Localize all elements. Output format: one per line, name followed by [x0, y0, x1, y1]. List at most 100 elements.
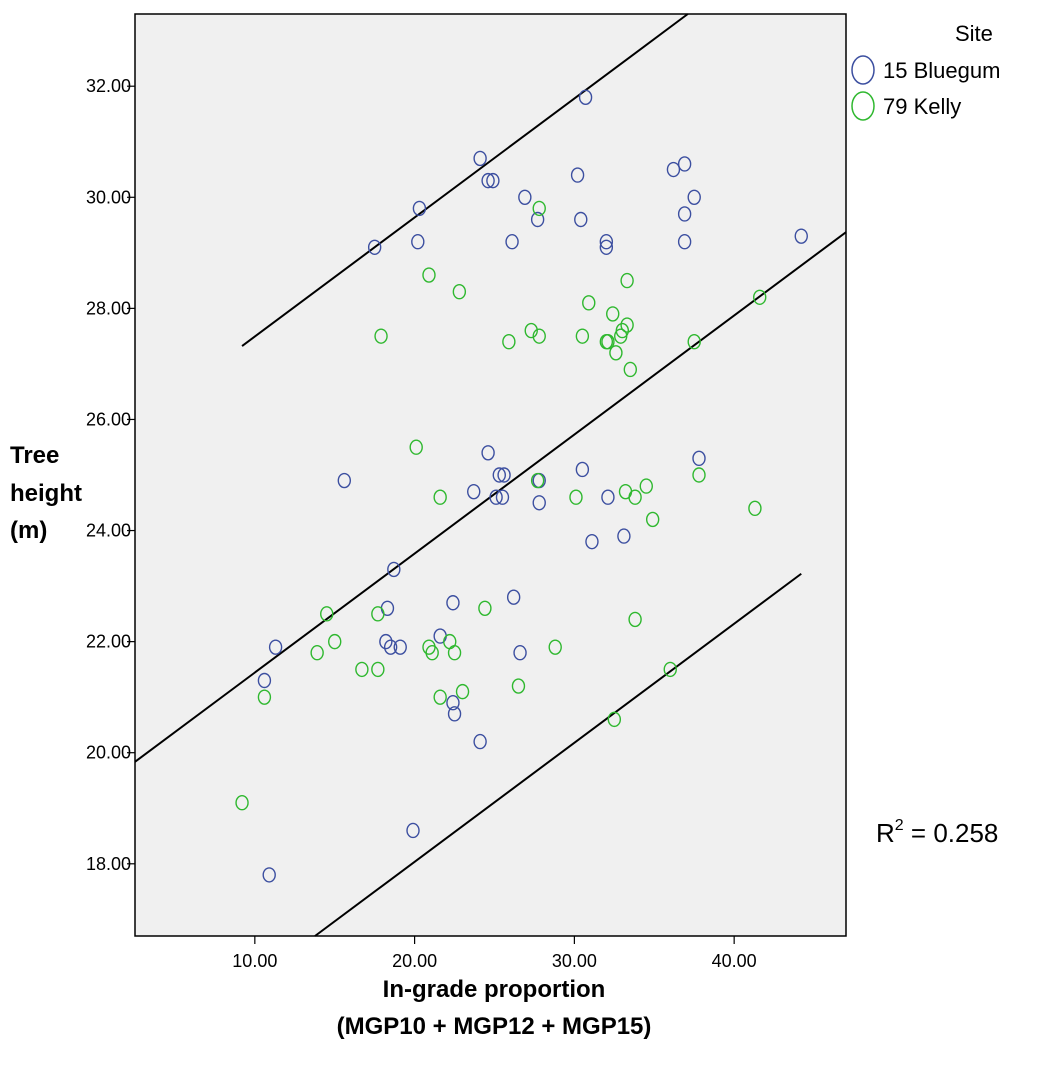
- point-79-kelly: [433, 489, 447, 505]
- point-15-bluegum: [677, 206, 692, 222]
- point-15-bluegum: [383, 639, 398, 655]
- point-15-bluegum: [481, 445, 495, 461]
- point-79-kelly: [530, 472, 545, 489]
- point-15-bluegum: [387, 561, 401, 578]
- point-15-bluegum: [446, 695, 460, 711]
- point-15-bluegum: [677, 156, 692, 172]
- point-79-kelly: [310, 645, 324, 661]
- point-15-bluegum: [794, 228, 808, 244]
- point-15-bluegum: [532, 495, 546, 511]
- legend: Site 15 Bluegum 79 Kelly: [851, 21, 1000, 121]
- point-79-kelly: [606, 306, 620, 322]
- point-15-bluegum: [585, 533, 599, 550]
- point-79-kelly: [609, 345, 623, 361]
- point-15-bluegum: [257, 672, 272, 689]
- plot-area: [134, 13, 847, 937]
- point-79-kelly: [371, 661, 385, 678]
- point-15-bluegum: [505, 234, 519, 250]
- x-tick-label: 10.00: [232, 951, 277, 971]
- point-79-kelly: [614, 328, 628, 344]
- point-79-kelly: [575, 328, 590, 344]
- point-15-bluegum: [518, 189, 532, 205]
- point-15-bluegum: [446, 595, 460, 611]
- point-79-kelly: [623, 361, 638, 378]
- point-79-kelly: [582, 295, 596, 311]
- point-15-bluegum: [489, 489, 503, 505]
- x-axis-title-line-1: In-grade proportion: [383, 976, 606, 1003]
- point-15-bluegum: [599, 234, 614, 250]
- y-tick-label: 18.00: [86, 854, 131, 874]
- point-15-bluegum: [379, 633, 393, 650]
- point-79-kelly: [532, 200, 546, 217]
- point-79-kelly: [620, 317, 634, 333]
- point-79-kelly: [455, 683, 470, 700]
- point-79-kelly: [692, 467, 706, 483]
- upper-interval-line: [241, 13, 689, 347]
- point-15-bluegum: [574, 211, 588, 228]
- y-axis-title-line-2: height: [10, 480, 82, 507]
- legend-label-kelly: 79 Kelly: [883, 94, 961, 119]
- point-79-kelly: [433, 689, 447, 705]
- point-79-kelly: [409, 439, 423, 455]
- point-15-bluegum: [601, 489, 615, 505]
- y-axis-title-line-1: Tree: [10, 442, 59, 469]
- point-15-bluegum: [687, 189, 701, 205]
- point-79-kelly: [371, 606, 385, 622]
- point-79-kelly: [663, 661, 677, 678]
- point-15-bluegum: [692, 450, 706, 467]
- legend-marker-bluegum: [851, 55, 875, 85]
- y-tick-label: 20.00: [86, 743, 131, 763]
- point-15-bluegum: [393, 639, 407, 655]
- x-tick-label: 30.00: [552, 951, 597, 971]
- point-15-bluegum: [447, 706, 462, 722]
- y-axis-title-line-3: (m): [10, 517, 47, 544]
- point-15-bluegum: [506, 589, 521, 605]
- point-15-bluegum: [268, 639, 283, 655]
- point-15-bluegum: [495, 489, 510, 505]
- point-79-kelly: [628, 489, 642, 505]
- r2-base: R: [876, 818, 895, 848]
- y-tick-label: 22.00: [86, 632, 131, 652]
- point-15-bluegum: [599, 239, 614, 255]
- point-79-kelly: [524, 322, 538, 339]
- data-points: [235, 89, 808, 883]
- legend-marker-kelly: [851, 91, 875, 121]
- point-79-kelly: [569, 489, 583, 505]
- point-79-kelly: [607, 711, 622, 728]
- point-79-kelly: [355, 661, 369, 678]
- point-79-kelly: [748, 500, 762, 517]
- point-79-kelly: [620, 272, 634, 289]
- r2-value: = 0.258: [904, 818, 999, 848]
- point-79-kelly: [374, 328, 388, 344]
- point-79-kelly: [687, 333, 701, 350]
- point-79-kelly: [422, 267, 436, 283]
- point-15-bluegum: [337, 472, 352, 489]
- point-15-bluegum: [411, 234, 425, 250]
- point-15-bluegum: [575, 461, 590, 478]
- point-15-bluegum: [617, 528, 631, 544]
- legend-label-bluegum: 15 Bluegum: [883, 58, 1000, 83]
- point-79-kelly: [511, 678, 526, 694]
- point-15-bluegum: [406, 822, 420, 839]
- r2-exponent: 2: [895, 817, 904, 834]
- point-15-bluegum: [367, 239, 382, 255]
- point-79-kelly: [753, 289, 767, 305]
- point-15-bluegum: [497, 467, 511, 483]
- y-tick-label: 28.00: [86, 298, 131, 318]
- point-15-bluegum: [530, 211, 545, 228]
- point-79-kelly: [645, 511, 660, 528]
- point-79-kelly: [532, 328, 546, 344]
- y-tick-label: 24.00: [86, 521, 131, 541]
- point-15-bluegum: [412, 200, 427, 217]
- point-15-bluegum: [473, 150, 487, 167]
- point-15-bluegum: [513, 645, 527, 661]
- point-15-bluegum: [467, 483, 481, 500]
- r-squared-annotation: R2 = 0.258: [876, 817, 998, 848]
- point-79-kelly: [328, 633, 342, 650]
- point-15-bluegum: [570, 167, 585, 183]
- x-axis-title-line-2: (MGP10 + MGP12 + MGP15): [337, 1013, 652, 1040]
- point-15-bluegum: [486, 172, 500, 189]
- point-79-kelly: [257, 689, 272, 705]
- x-axis: 10.00 20.00 30.00 40.00: [232, 936, 757, 971]
